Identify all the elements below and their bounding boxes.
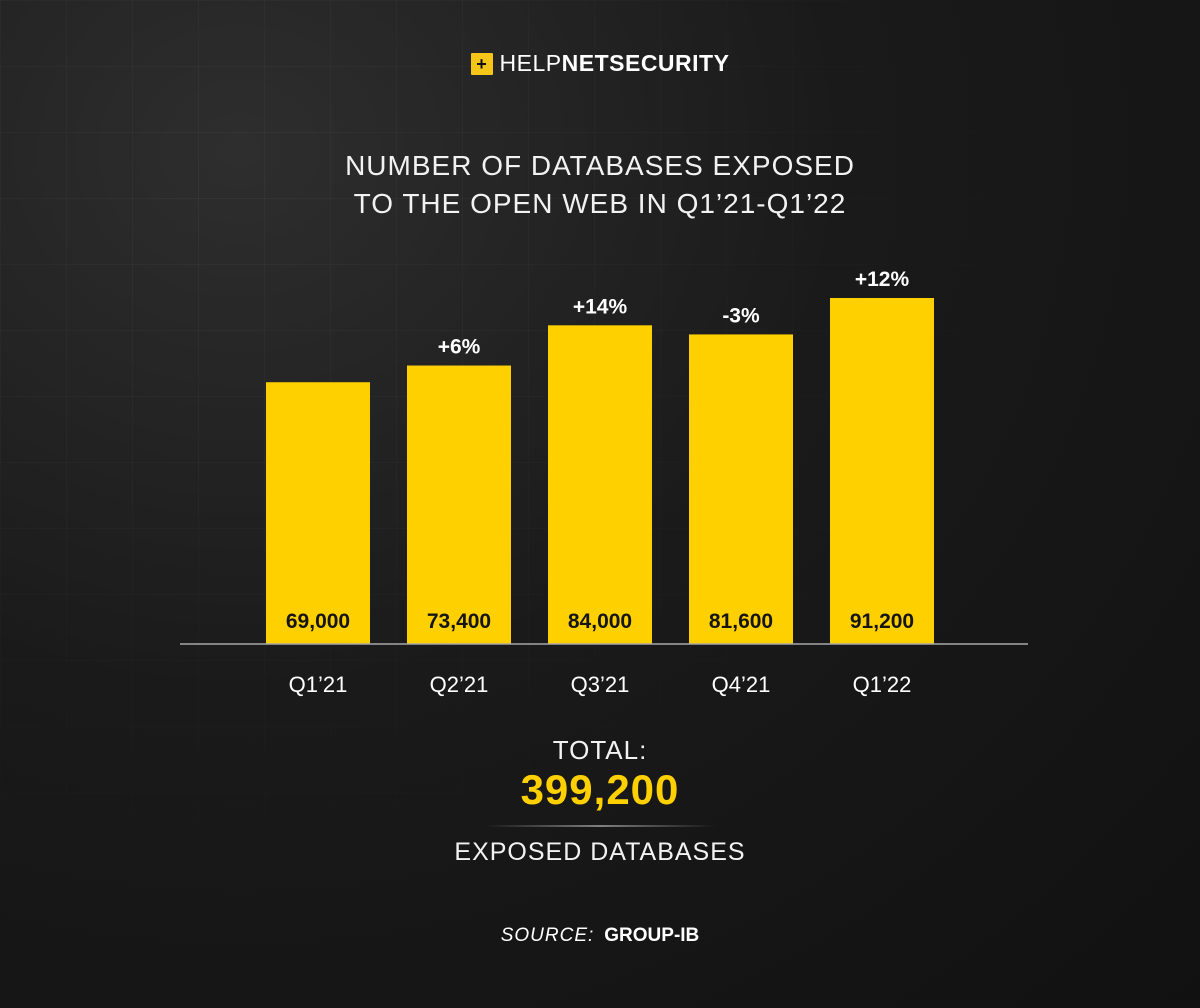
logo-text-bold: NETSECURITY	[561, 50, 730, 76]
bar-chart: 69,000 Q1’21 73,400 +6% Q2’21 84,000 +14% Q3’21…	[180, 268, 1028, 697]
bar-change-label: +12%	[855, 268, 910, 291]
source-name: GROUP-IB	[604, 925, 700, 946]
plus-icon: +	[470, 52, 493, 75]
bar-change-label: +6%	[438, 336, 481, 359]
bar	[830, 298, 934, 644]
x-tick-label: Q2’21	[430, 672, 489, 697]
bar-change-label: -3%	[722, 304, 760, 327]
source-credit: SOURCE: GROUP-IB	[0, 925, 1200, 947]
logo-text: HELPNETSECURITY	[500, 50, 730, 77]
logo-text-thin: HELP	[499, 50, 562, 76]
bar	[548, 325, 652, 644]
bar	[407, 365, 511, 644]
chart-title: NUMBER OF DATABASES EXPOSED TO THE OPEN …	[0, 147, 1200, 223]
x-tick-label: Q3’21	[571, 672, 630, 697]
chart-title-line1: NUMBER OF DATABASES EXPOSED	[345, 150, 855, 181]
helpnetsecurity-logo: + HELPNETSECURITY	[0, 50, 1200, 77]
total-divider	[485, 825, 715, 827]
source-label: SOURCE:	[500, 925, 595, 946]
total-value: 399,200	[520, 766, 680, 813]
bar-value-label: 81,600	[709, 610, 773, 633]
bar	[266, 382, 370, 644]
x-tick-label: Q1’21	[289, 672, 348, 697]
chart-title-line2: TO THE OPEN WEB IN Q1’21-Q1’22	[353, 188, 847, 219]
bar-change-label: +14%	[573, 295, 628, 318]
bar-value-label: 84,000	[568, 610, 632, 633]
x-tick-label: Q1’22	[853, 672, 912, 697]
bar-value-label: 73,400	[427, 610, 491, 633]
bar-value-label: 69,000	[286, 610, 350, 633]
x-tick-label: Q4’21	[712, 672, 771, 697]
total-sublabel: EXPOSED DATABASES	[454, 838, 746, 866]
bar	[689, 334, 793, 644]
bar-value-label: 91,200	[850, 610, 914, 633]
total-label: TOTAL:	[552, 735, 648, 765]
